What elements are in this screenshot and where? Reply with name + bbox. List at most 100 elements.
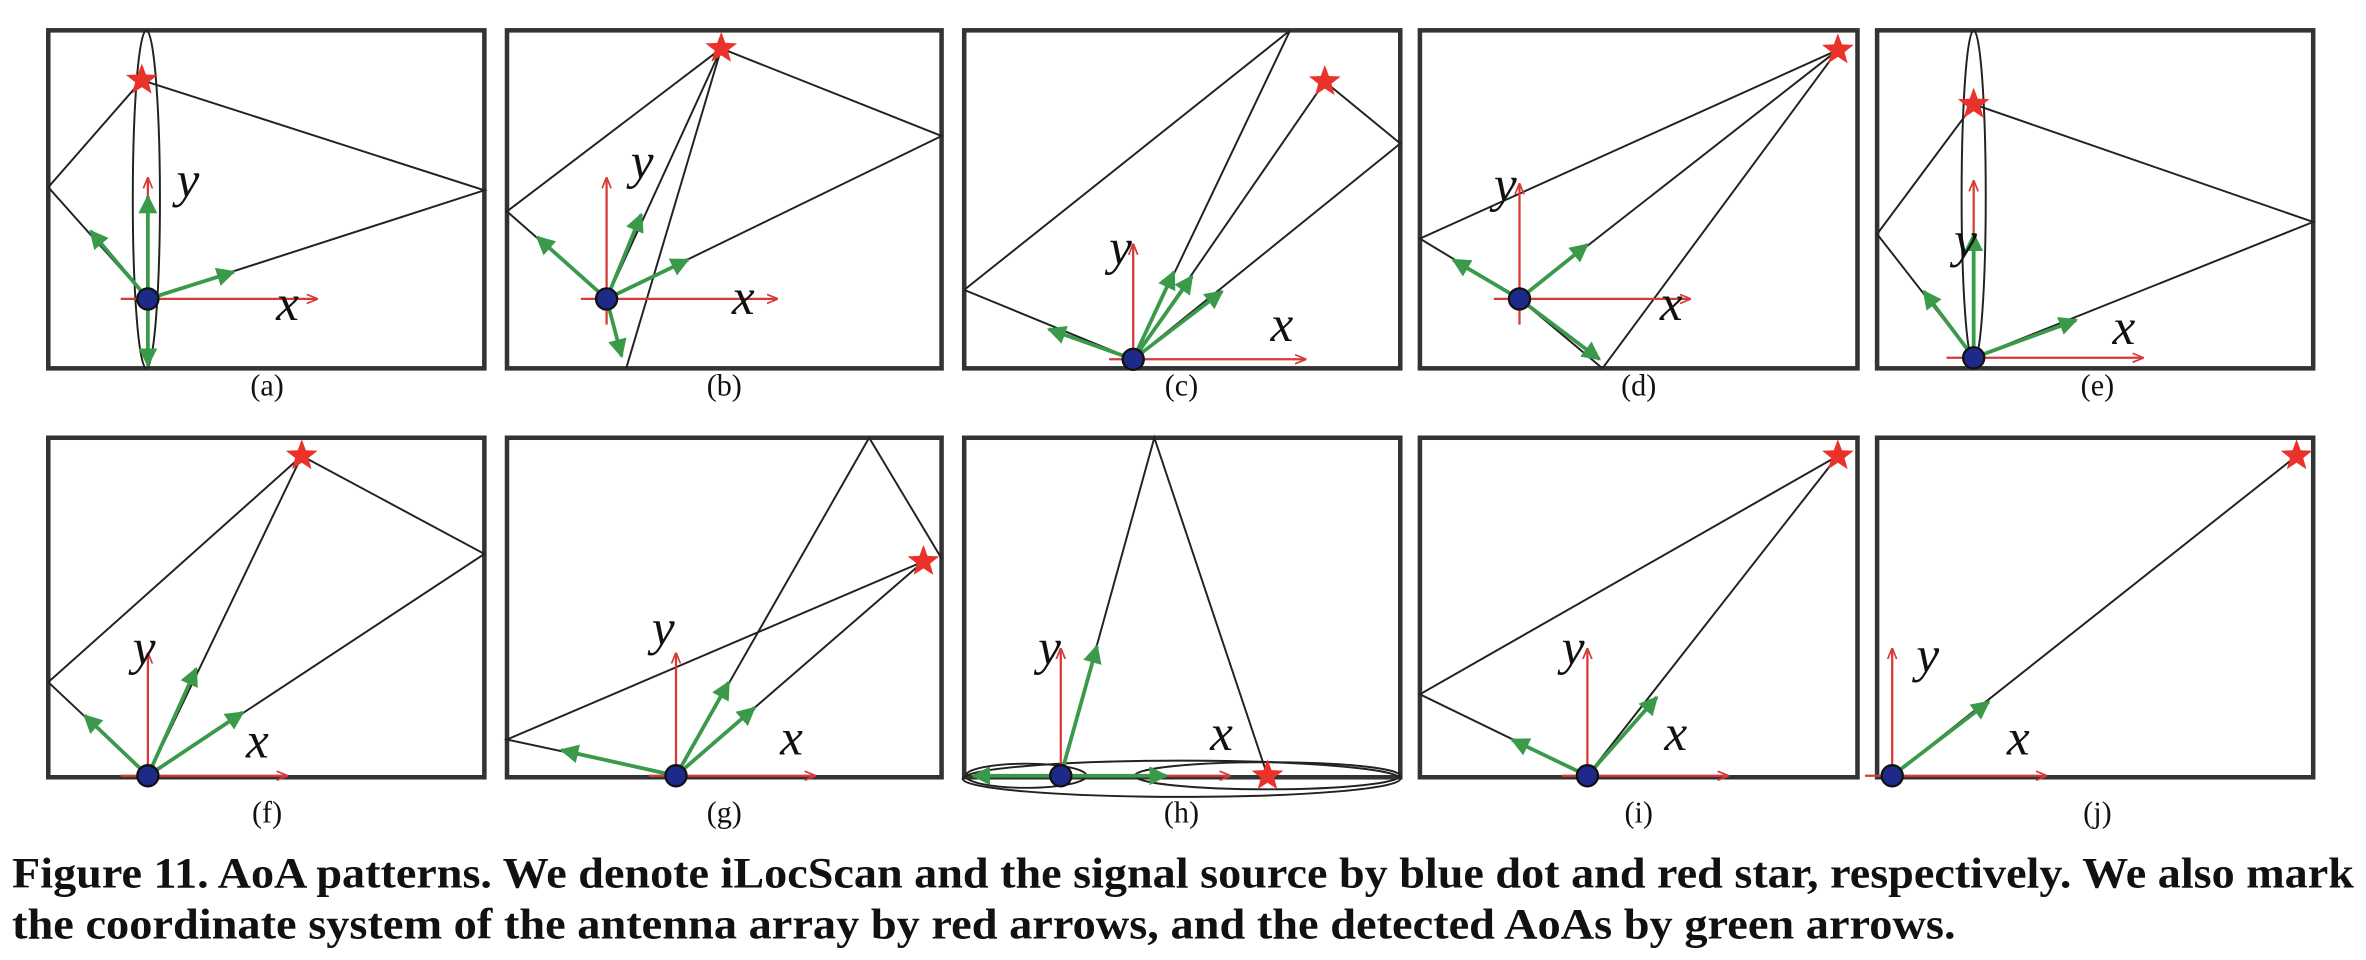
signal-path bbox=[675, 435, 943, 777]
aoa-arrow bbox=[674, 706, 756, 778]
ilocscan-dot bbox=[664, 764, 688, 788]
x-axis-label: x bbox=[731, 269, 755, 326]
signal-path bbox=[1132, 80, 1402, 361]
x-axis-label: x bbox=[1659, 275, 1683, 332]
caption-line: the coordinate system of the antenna arr… bbox=[12, 901, 1956, 949]
aoa-arrow bbox=[83, 714, 150, 778]
x-axis-label: x bbox=[1270, 296, 1294, 353]
signal-path bbox=[606, 47, 944, 300]
y-axis-label: y bbox=[1557, 619, 1585, 676]
y-axis-label: y bbox=[626, 133, 654, 190]
signal-path bbox=[963, 29, 1292, 360]
signal-path bbox=[625, 48, 723, 369]
panel-frame bbox=[46, 435, 487, 780]
aoa-arrow bbox=[1046, 325, 1134, 362]
signal-source-star bbox=[1308, 65, 1341, 96]
panel-label: (b) bbox=[707, 369, 742, 403]
x-axis-label: x bbox=[1209, 705, 1233, 762]
panel-label: (d) bbox=[1621, 369, 1656, 403]
y-axis-label: y bbox=[1911, 627, 1939, 684]
y-axis-label: y bbox=[128, 619, 156, 676]
panel-frame bbox=[1417, 28, 1860, 371]
aoa-arrow bbox=[1585, 695, 1659, 777]
y-axis-label: y bbox=[172, 151, 200, 208]
signal-source-star bbox=[125, 63, 158, 94]
signal-loop bbox=[961, 759, 1402, 798]
aoa-arrow bbox=[674, 680, 731, 777]
signal-path bbox=[505, 47, 722, 300]
signal-source-star bbox=[1251, 759, 1284, 790]
aoa-arrow bbox=[535, 235, 608, 301]
signal-source-star bbox=[285, 439, 318, 470]
aoa-arrow bbox=[147, 267, 236, 301]
x-axis-label: x bbox=[1663, 705, 1687, 762]
ilocscan-dot bbox=[1575, 764, 1600, 788]
panel-frame bbox=[1874, 28, 2316, 371]
x-axis-label: x bbox=[779, 710, 803, 767]
signal-loop bbox=[131, 29, 161, 370]
y-axis-label: y bbox=[1489, 156, 1517, 213]
aoa-arrow bbox=[1922, 289, 1976, 359]
x-axis-label: x bbox=[2006, 710, 2030, 767]
aoa-arrow bbox=[1510, 737, 1589, 778]
aoa-arrow bbox=[1518, 297, 1601, 361]
aoa-arrow bbox=[1451, 258, 1521, 301]
aoa-arrow bbox=[146, 666, 198, 777]
aoa-arrow bbox=[559, 744, 677, 778]
ilocscan-dot bbox=[1121, 347, 1145, 371]
panel-label: (g) bbox=[707, 796, 742, 830]
x-axis-label: x bbox=[245, 713, 269, 770]
signal-source-star bbox=[705, 31, 738, 62]
signal-source-star bbox=[2280, 439, 2313, 470]
aoa-arrow bbox=[1131, 270, 1176, 361]
signal-path bbox=[1059, 434, 1269, 777]
aoa-arrow bbox=[1891, 700, 1991, 778]
ilocscan-dot bbox=[1507, 287, 1532, 311]
panel-label: (i) bbox=[1624, 796, 1652, 830]
signal-path bbox=[141, 79, 488, 300]
ilocscan-dot bbox=[1049, 764, 1073, 788]
signal-source-star bbox=[1822, 439, 1854, 470]
aoa-arrow bbox=[1518, 243, 1589, 301]
panel-frame bbox=[1417, 435, 1860, 780]
panel-frame bbox=[46, 28, 487, 371]
panel-label: (a) bbox=[250, 369, 283, 403]
aoa-arrow bbox=[1132, 289, 1224, 361]
ilocscan-dot bbox=[594, 287, 619, 311]
panel-frame bbox=[504, 28, 944, 371]
signal-source-star bbox=[1822, 33, 1854, 64]
panel-label: (j) bbox=[2083, 796, 2111, 830]
aoa-arrow bbox=[1058, 644, 1102, 777]
x-axis-label: x bbox=[275, 275, 299, 332]
y-axis-label: y bbox=[647, 599, 675, 656]
aoa-arrow bbox=[604, 212, 644, 300]
ilocscan-dot bbox=[136, 287, 160, 311]
aoa-arrow bbox=[1131, 274, 1194, 361]
aoa-arrow bbox=[605, 257, 690, 301]
signal-path bbox=[147, 454, 487, 777]
signal-source-star bbox=[907, 544, 940, 575]
panel-label: (h) bbox=[1164, 796, 1199, 830]
aoa-arrow bbox=[146, 710, 245, 778]
y-axis-label: y bbox=[1033, 619, 1061, 676]
aoa-arrow bbox=[89, 229, 150, 301]
aoa-arrow bbox=[1973, 317, 2079, 360]
panel-label: (f) bbox=[252, 796, 282, 830]
panel-frame bbox=[961, 435, 1403, 780]
panel-label: (c) bbox=[1165, 369, 1198, 403]
panel-frame bbox=[961, 28, 1403, 371]
caption-line: Figure 11. AoA patterns. We denote iLocS… bbox=[12, 849, 2355, 897]
ilocscan-dot bbox=[1961, 346, 1986, 370]
x-axis-label: x bbox=[2112, 299, 2136, 356]
panel-frame bbox=[504, 435, 944, 780]
y-axis-label: y bbox=[1104, 219, 1132, 276]
signal-source-star bbox=[1957, 87, 1990, 118]
ilocscan-dot bbox=[1880, 764, 1904, 788]
panel-frame bbox=[1874, 435, 2316, 780]
panel-label: (e) bbox=[2081, 369, 2114, 403]
signal-path bbox=[1586, 455, 1839, 777]
y-axis-label: y bbox=[1949, 212, 1977, 269]
signal-path bbox=[1973, 103, 2316, 359]
